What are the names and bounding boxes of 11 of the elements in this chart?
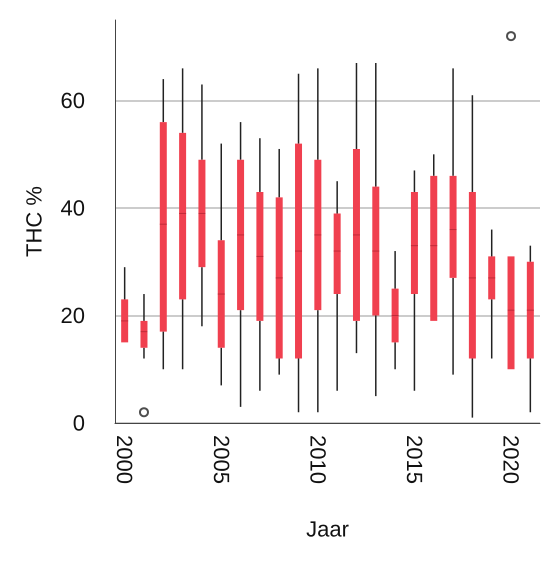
y-tick-label: 60 [60, 88, 85, 114]
y-tick-label: 40 [60, 196, 85, 221]
y-axis-title: THC % [22, 186, 46, 257]
x-tick-label: 2015 [402, 435, 427, 484]
x-tick-label: 2020 [498, 435, 524, 484]
y-tick-label: 20 [60, 303, 85, 328]
x-axis-title: Jaar [306, 516, 349, 542]
y-tick-label: 0 [72, 410, 85, 436]
x-tick-label: 2005 [208, 435, 234, 484]
x-tick-label: 2010 [305, 435, 330, 484]
x-tick-label: 2000 [112, 435, 138, 484]
